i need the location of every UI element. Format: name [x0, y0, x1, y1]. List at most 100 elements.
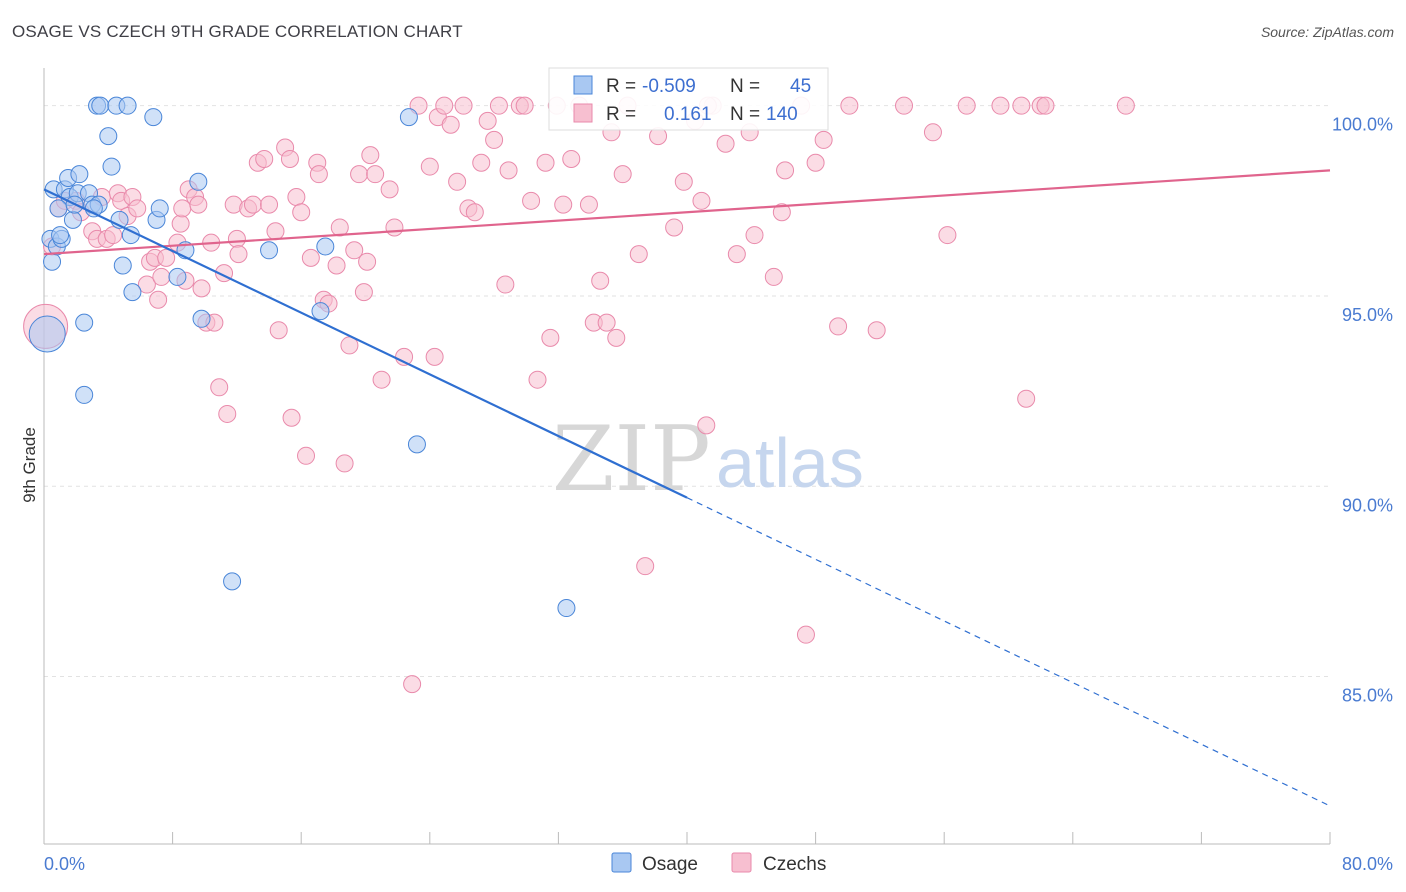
osage-point-41 — [49, 199, 68, 218]
czech-point-135 — [1017, 389, 1036, 408]
osage-n-label: N = — [730, 76, 760, 97]
czech-point-58 — [330, 218, 349, 237]
czech-r-label: R = — [606, 104, 636, 125]
osage-point-37 — [316, 237, 335, 256]
czech-point-84 — [485, 130, 504, 149]
czech-point-78 — [448, 172, 467, 191]
y-tick-label-1: 95.0% — [1342, 305, 1393, 325]
czech-point-59 — [335, 454, 354, 473]
y-tick-label-2: 90.0% — [1342, 495, 1393, 515]
osage-trend-extension — [686, 497, 1331, 807]
czech-point-101 — [597, 313, 616, 332]
czech-swatch — [573, 103, 593, 123]
watermark-atlas: atlas — [716, 424, 864, 502]
czech-point-91 — [528, 370, 547, 389]
czech-point-137 — [1116, 96, 1135, 115]
czech-point-98 — [579, 195, 598, 214]
grid-lines — [44, 105, 1330, 678]
osage-n-value: 45 — [790, 76, 811, 97]
czech-point-42 — [255, 149, 274, 168]
czech-point-131 — [938, 226, 957, 245]
legend-osage-label: Osage — [642, 854, 698, 875]
czech-point-67 — [372, 370, 391, 389]
osage-point-32 — [189, 172, 208, 191]
osage-point-12 — [75, 313, 94, 332]
czech-point-90 — [522, 191, 541, 210]
osage-point-36 — [311, 302, 330, 321]
czech-point-62 — [350, 165, 369, 184]
czech-point-77 — [441, 115, 460, 134]
osage-point-9 — [63, 210, 82, 229]
czech-point-110 — [674, 172, 693, 191]
czech-point-19 — [149, 290, 168, 309]
czech-point-82 — [472, 153, 491, 172]
czech-point-85 — [489, 96, 508, 115]
osage-point-30 — [168, 267, 187, 286]
chart-title: OSAGE VS CZECH 9TH GRADE CORRELATION CHA… — [12, 22, 463, 41]
osage-point-39 — [407, 435, 426, 454]
czech-point-57 — [327, 256, 346, 275]
czech-point-133 — [991, 96, 1010, 115]
czech-point-100 — [591, 271, 610, 290]
y-tick-label-3: 85.0% — [1342, 686, 1393, 706]
osage-trend-line — [43, 188, 688, 499]
czech-point-79 — [454, 96, 473, 115]
czech-point-126 — [829, 317, 848, 336]
osage-point-11 — [70, 165, 89, 184]
czech-point-89 — [515, 96, 534, 115]
czech-point-87 — [499, 161, 518, 180]
y-axis-label: 9th Grade — [20, 427, 39, 503]
osage-point-27 — [144, 108, 163, 127]
czech-point-16 — [137, 275, 156, 294]
czech-point-63 — [354, 283, 373, 302]
osage-point-29 — [150, 199, 169, 218]
osage-swatch — [573, 75, 593, 95]
czech-point-48 — [282, 408, 301, 427]
czech-point-104 — [613, 165, 632, 184]
czech-point-76 — [435, 96, 454, 115]
osage-point-44 — [51, 226, 70, 245]
osage-point-35 — [260, 241, 279, 260]
watermark: ZIP atlas — [552, 407, 864, 512]
x-tick-label-0: 0.0% — [44, 854, 85, 874]
czech-point-45 — [269, 321, 288, 340]
czech-point-37 — [227, 229, 246, 248]
czech-point-120 — [772, 203, 791, 222]
stats-box-frame — [548, 67, 829, 131]
czech-point-20 — [152, 267, 171, 286]
osage-r-value: -0.509 — [642, 76, 696, 97]
czech-point-129 — [895, 96, 914, 115]
czech-point-81 — [465, 203, 484, 222]
czech-point-123 — [796, 625, 815, 644]
czech-point-51 — [297, 446, 316, 465]
osage-point-23 — [113, 256, 132, 275]
czech-point-50 — [292, 203, 311, 222]
osage-point-33 — [192, 309, 211, 328]
czech-point-109 — [665, 218, 684, 237]
czech-point-21 — [157, 248, 176, 267]
czech-point-95 — [554, 195, 573, 214]
czech-point-43 — [260, 195, 279, 214]
czech-point-107 — [636, 557, 655, 576]
osage-point-0 — [28, 315, 66, 353]
x-tick-label-1: 80.0% — [1342, 854, 1393, 874]
czech-point-73 — [420, 157, 439, 176]
czech-point-52 — [301, 248, 320, 267]
czech-n-label: N = — [730, 104, 760, 125]
czech-point-47 — [280, 149, 299, 168]
czech-point-68 — [380, 180, 399, 199]
czech-point-10 — [104, 226, 123, 245]
czech-point-74 — [425, 347, 444, 366]
czech-point-112 — [692, 191, 711, 210]
osage-point-26 — [123, 283, 142, 302]
czech-point-54 — [309, 165, 328, 184]
czech-r-value: 0.161 — [664, 104, 712, 125]
czech-point-113 — [697, 416, 716, 435]
legend: Osage Czechs — [611, 852, 826, 875]
czech-point-106 — [629, 245, 648, 264]
czech-point-49 — [287, 188, 306, 207]
czech-point-121 — [776, 161, 795, 180]
osage-points — [28, 96, 576, 618]
czech-point-83 — [478, 111, 497, 130]
